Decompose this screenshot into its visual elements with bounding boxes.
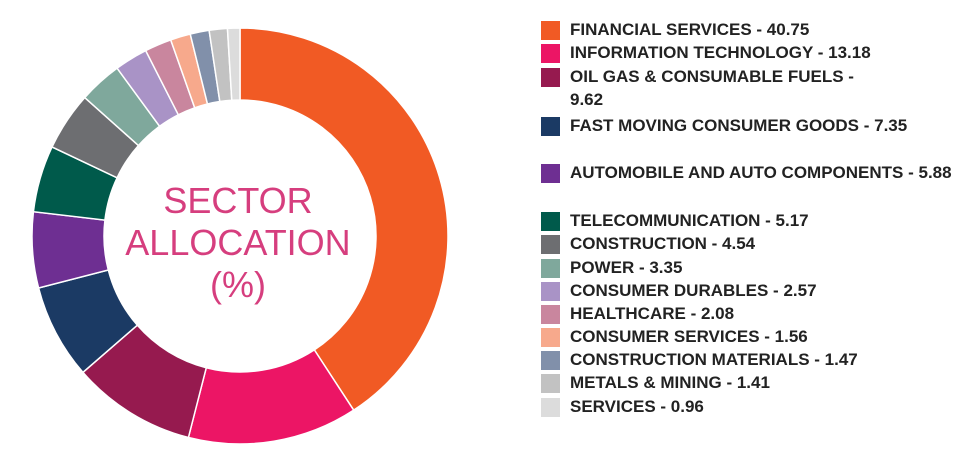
legend-swatch bbox=[541, 282, 560, 301]
legend-swatch bbox=[541, 305, 560, 324]
legend-label: INFORMATION TECHNOLOGY - 13.18 bbox=[570, 43, 871, 62]
legend-label: HEALTHCARE - 2.08 bbox=[570, 304, 735, 323]
legend-label: CONSUMER DURABLES - 2.57 bbox=[570, 281, 817, 300]
legend-swatch bbox=[541, 164, 560, 183]
chart-title-line-2: ALLOCATION bbox=[125, 222, 351, 263]
chart-title-line-3: (%) bbox=[210, 264, 266, 305]
legend-swatch bbox=[541, 374, 560, 393]
donut-slices bbox=[31, 27, 449, 445]
legend-label: FAST MOVING CONSUMER GOODS - 7.35 bbox=[570, 116, 908, 135]
legend-swatch bbox=[541, 212, 560, 231]
legend-swatch bbox=[541, 235, 560, 254]
legend-swatch bbox=[541, 21, 560, 40]
legend-label: OIL GAS & CONSUMABLE FUELS - 9.62 bbox=[570, 67, 854, 109]
legend-swatch bbox=[541, 398, 560, 417]
legend-label: METALS & MINING - 1.41 bbox=[570, 373, 770, 392]
legend-label: CONSTRUCTION MATERIALS - 1.47 bbox=[570, 350, 858, 369]
legend-label: CONSUMER SERVICES - 1.56 bbox=[570, 327, 808, 346]
legend-label: CONSTRUCTION - 4.54 bbox=[570, 234, 756, 253]
legend-swatch bbox=[541, 44, 560, 63]
chart-title-line-1: SECTOR bbox=[163, 180, 313, 221]
legend-swatch bbox=[541, 259, 560, 278]
legend-swatch bbox=[541, 351, 560, 370]
legend-label: TELECOMMUNICATION - 5.17 bbox=[570, 211, 809, 230]
legend-label: SERVICES - 0.96 bbox=[570, 397, 704, 416]
donut-slice-1 bbox=[239, 27, 449, 412]
legend-label: POWER - 3.35 bbox=[570, 258, 683, 277]
legend-swatch bbox=[541, 328, 560, 347]
donut-slice-14 bbox=[226, 27, 241, 102]
legend-swatch bbox=[541, 68, 560, 87]
legend-label: FINANCIAL SERVICES - 40.75 bbox=[570, 20, 810, 39]
donut-chart bbox=[31, 27, 449, 445]
legend-label: AUTOMOBILE AND AUTO COMPONENTS - 5.88 bbox=[570, 163, 952, 182]
legend-swatch bbox=[541, 117, 560, 136]
